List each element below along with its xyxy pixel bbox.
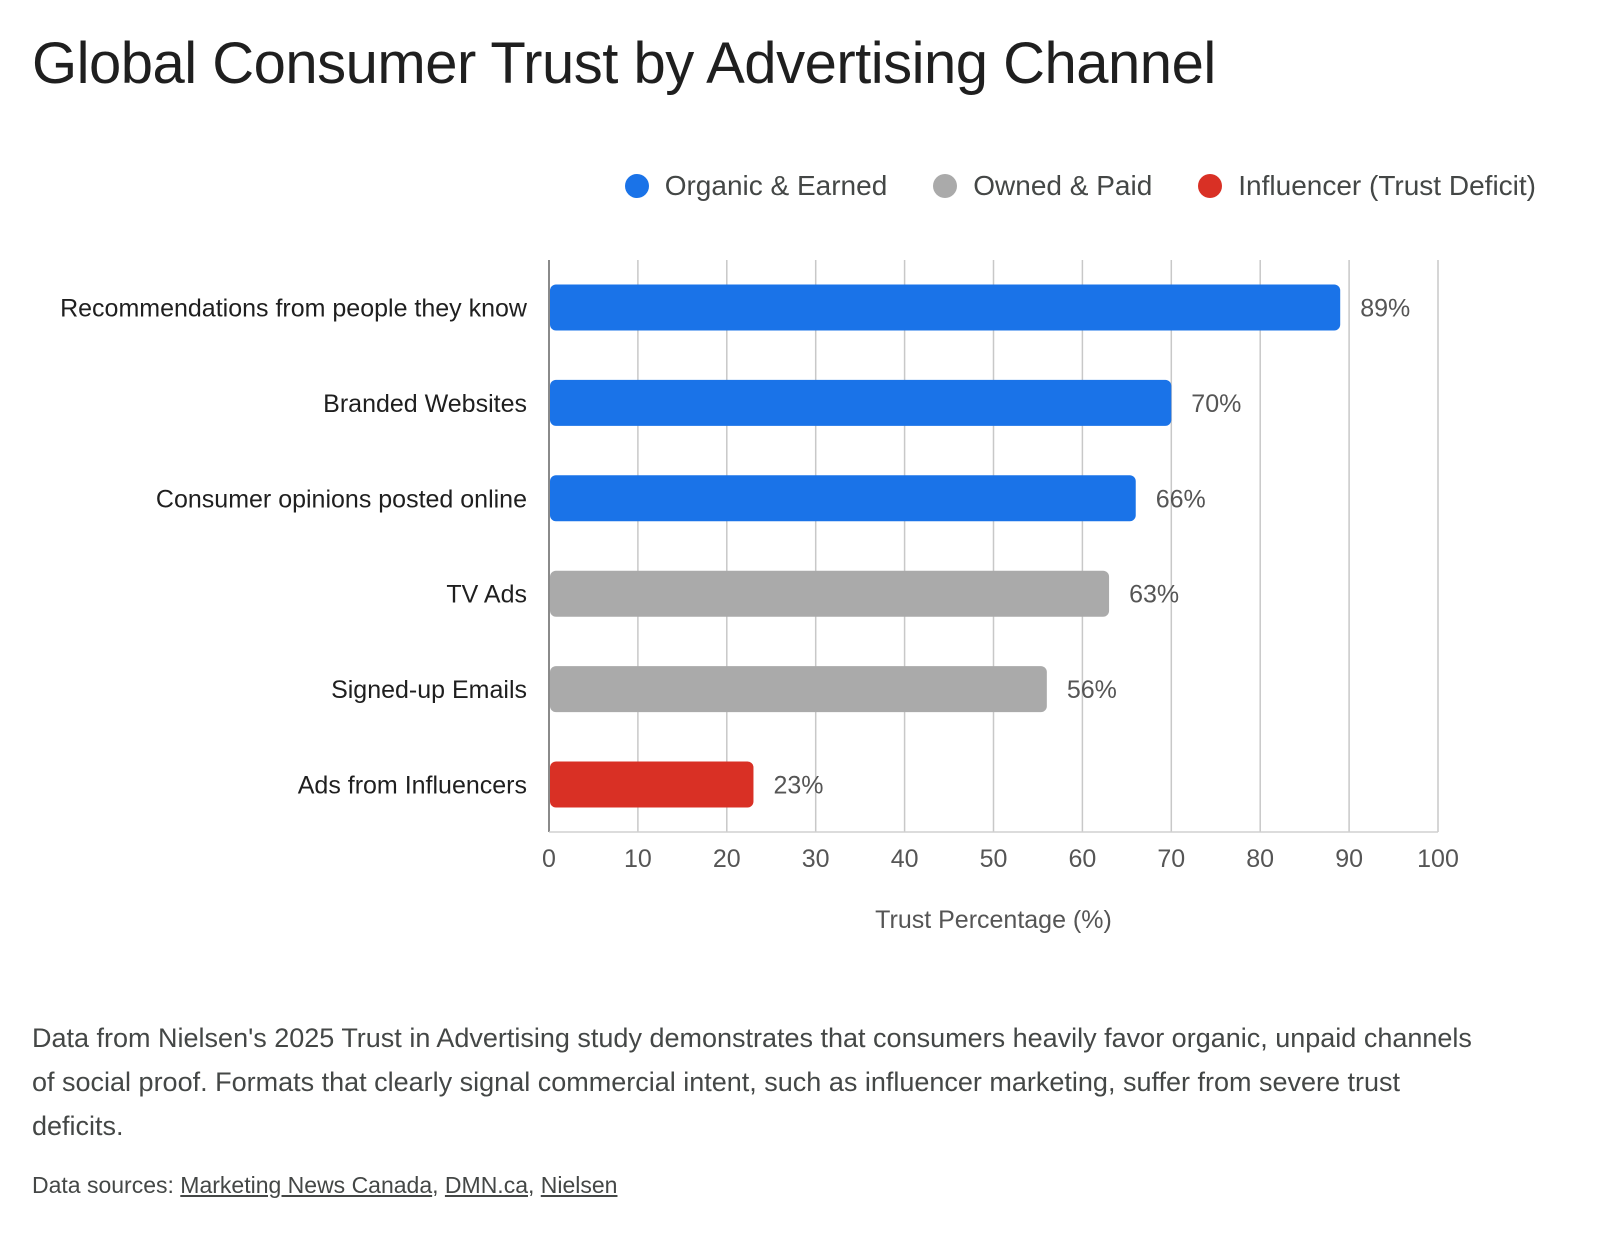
x-tick-label: 80 <box>1246 845 1274 873</box>
data-label: 23% <box>773 772 823 800</box>
bar <box>550 570 1110 617</box>
x-tick-label: 30 <box>802 845 830 873</box>
category-label: TV Ads <box>446 581 527 609</box>
bar <box>550 666 1047 713</box>
legend-label: Organic & Earned <box>664 170 888 201</box>
legend-dot-icon <box>933 174 958 198</box>
category-label: Ads from Influencers <box>298 772 527 800</box>
data-sources: Data sources: Marketing News Canada, DMN… <box>32 1172 617 1199</box>
data-label: 70% <box>1191 390 1241 418</box>
x-axis-title: Trust Percentage (%) <box>875 906 1112 934</box>
source-link-marketing-news-canada[interactable]: Marketing News Canada <box>180 1172 433 1198</box>
legend-label: Influencer (Trust Deficit) <box>1238 170 1536 201</box>
x-tick-label: 90 <box>1335 845 1363 873</box>
bar <box>550 379 1172 426</box>
legend-dot-icon <box>624 174 649 198</box>
x-tick-label: 60 <box>1068 845 1096 873</box>
x-tick-label: 10 <box>624 845 652 873</box>
data-label: 89% <box>1360 295 1410 323</box>
category-label: Branded Websites <box>323 390 527 418</box>
x-tick-label: 0 <box>542 845 556 873</box>
data-label: 63% <box>1129 581 1179 609</box>
x-tick-label: 70 <box>1157 845 1185 873</box>
bar <box>550 284 1341 331</box>
data-label: 66% <box>1156 485 1206 513</box>
sources-separator: , <box>527 1172 541 1198</box>
chart-title: Global Consumer Trust by Advertising Cha… <box>32 31 1216 96</box>
sources-prefix: Data sources: <box>32 1172 181 1198</box>
legend-item-owned: Owned & Paid <box>933 170 1152 202</box>
category-label: Signed-up Emails <box>331 676 527 704</box>
x-tick-label: 50 <box>980 845 1008 873</box>
chart-description: Data from Nielsen's 2025 Trust in Advert… <box>32 1023 1472 1141</box>
source-link-dmn[interactable]: DMN.ca <box>444 1172 528 1198</box>
legend-item-influencer: Influencer (Trust Deficit) <box>1198 170 1536 202</box>
data-label: 56% <box>1067 676 1117 704</box>
source-link-nielsen[interactable]: Nielsen <box>540 1172 618 1198</box>
bar <box>550 761 754 808</box>
legend-item-organic: Organic & Earned <box>624 170 888 202</box>
x-tick-label: 40 <box>891 845 919 873</box>
legend: Organic & Earned Owned & Paid Influencer… <box>624 170 1536 202</box>
bar <box>550 475 1136 522</box>
legend-label: Owned & Paid <box>973 170 1153 201</box>
x-tick-label: 20 <box>713 845 741 873</box>
x-tick-label: 100 <box>1417 845 1459 873</box>
category-label: Recommendations from people they know <box>60 295 528 323</box>
legend-dot-icon <box>1198 174 1223 198</box>
category-label: Consumer opinions posted online <box>156 485 527 513</box>
bar-chart: 0 10 20 30 40 50 60 70 80 90 100 Recommendations fr… <box>60 260 1459 934</box>
sources-separator: , <box>432 1172 445 1198</box>
